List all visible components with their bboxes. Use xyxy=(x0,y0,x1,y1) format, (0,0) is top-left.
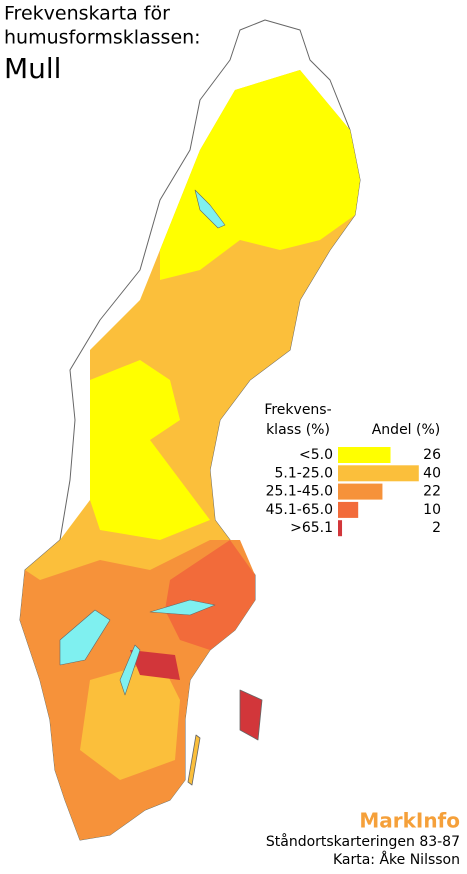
credit: Karta: Åke Nilsson xyxy=(333,851,460,868)
map xyxy=(19,19,361,841)
class-label: 5.1-25.0 xyxy=(275,465,334,481)
legend-header: klass (%) xyxy=(266,422,330,438)
lake-vanern xyxy=(59,609,111,666)
legend-header: Andel (%) xyxy=(372,422,441,438)
share-value: 22 xyxy=(423,484,441,500)
share-bar xyxy=(338,520,343,537)
region-west xyxy=(90,360,210,540)
survey: Ståndortskarteringen 83-87 xyxy=(266,833,460,850)
share-bar xyxy=(338,483,383,500)
share-value: 26 xyxy=(423,447,441,463)
title-line: humusformsklassen: xyxy=(4,27,201,49)
lake-north xyxy=(194,189,226,229)
share-bar xyxy=(338,465,419,482)
brand: MarkInfo xyxy=(359,809,460,833)
legend-header: Frekvens- xyxy=(264,402,331,418)
lake-malaren xyxy=(149,599,216,616)
oland xyxy=(187,734,201,786)
class-label: 25.1-45.0 xyxy=(266,484,333,500)
share-bar xyxy=(338,501,359,518)
region-dark xyxy=(130,650,180,680)
share-value: 2 xyxy=(432,520,441,536)
region-north xyxy=(160,70,360,280)
class-label: >65.1 xyxy=(290,520,333,536)
share-bar xyxy=(338,447,391,463)
lake-vattern xyxy=(119,644,141,696)
share-value: 40 xyxy=(423,465,441,481)
class-label: 45.1-65.0 xyxy=(266,502,333,518)
gotland xyxy=(239,689,263,741)
region-east xyxy=(165,540,255,650)
legend: Frekvens- klass (%) Andel (%) <5.0 26 5.1-… xyxy=(264,402,441,537)
region-south-inner xyxy=(80,660,180,780)
class-label: <5.0 xyxy=(299,447,333,463)
share-value: 10 xyxy=(423,502,441,518)
subject: Mull xyxy=(4,52,61,85)
title-line: Frekvenskarta för xyxy=(4,3,170,25)
